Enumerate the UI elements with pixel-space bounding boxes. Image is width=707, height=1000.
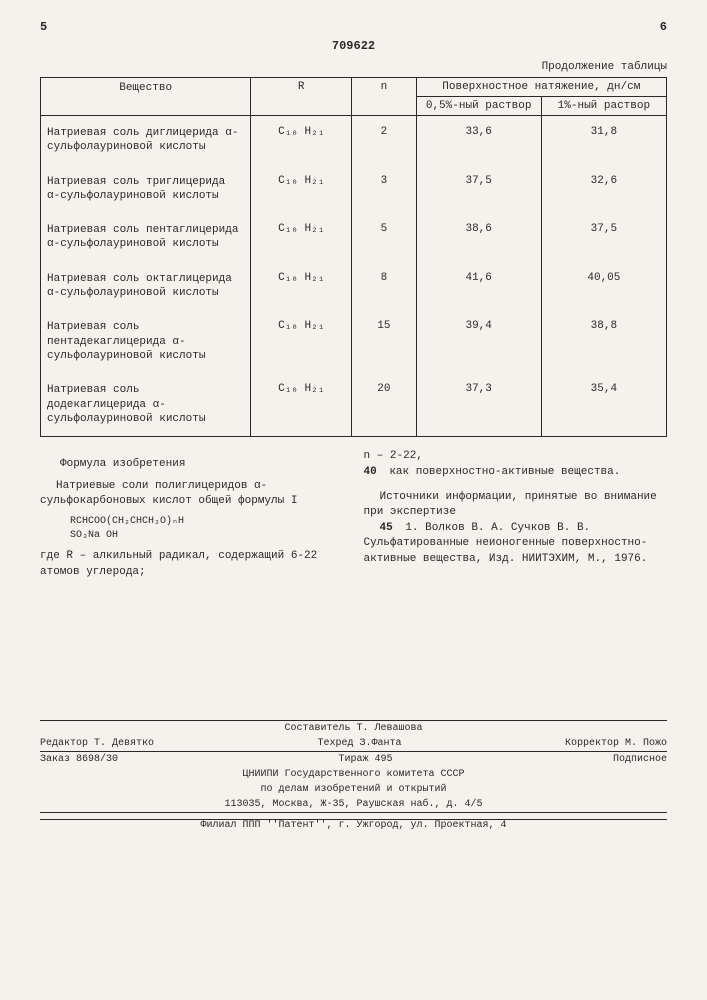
- formula-para: Натриевые соли полиглицеридов α-сульфока…: [40, 479, 344, 510]
- table-caption: Продолжение таблицы: [40, 61, 667, 73]
- cell-r: C₁₀ H₂₁: [251, 116, 352, 165]
- cell-r: C₁₀ H₂₁: [251, 213, 352, 262]
- cell-v2: 37,5: [541, 213, 666, 262]
- compiler: Составитель Т. Левашова: [40, 721, 667, 736]
- order: Заказ 8698/30: [40, 754, 118, 765]
- formula-title: Формула изобретения: [60, 457, 344, 472]
- cell-substance: Натриевая соль октаглицерида α-сульфолау…: [41, 262, 251, 311]
- cell-v1: 33,6: [416, 116, 541, 165]
- cell-v2: 38,8: [541, 310, 666, 373]
- table-row: Натриевая соль триглицерида α-сульфолаур…: [41, 165, 667, 214]
- table-body: Натриевая соль диглицерида α-сульфолаури…: [41, 116, 667, 437]
- cell-v1: 41,6: [416, 262, 541, 311]
- page-right: 6: [660, 20, 667, 34]
- th-substance: Вещество: [41, 78, 251, 116]
- page-numbers: 5 6: [40, 20, 667, 34]
- cell-substance: Натриевая соль пентаглицерида α-сульфола…: [41, 213, 251, 262]
- formula-line-1: RCHCOO(CH₂CHCH₂O)ₙH: [70, 515, 344, 529]
- cell-substance: Натриевая соль триглицерида α-сульфолаур…: [41, 165, 251, 214]
- cell-substance: Натриевая соль додекаглицерида α-сульфол…: [41, 373, 251, 436]
- where-clause: где R – алкильный радикал, содержащий 6-…: [40, 549, 344, 580]
- data-table: Вещество R n Поверхностное натяжение, дн…: [40, 77, 667, 437]
- editor: Редактор Т. Девятко: [40, 738, 154, 749]
- cell-v2: 32,6: [541, 165, 666, 214]
- th-05: 0,5%-ный раствор: [416, 97, 541, 116]
- th-1: 1%-ный раствор: [541, 97, 666, 116]
- table-row: Натриевая соль октаглицерида α-сульфолау…: [41, 262, 667, 311]
- line-num-40: 40: [364, 466, 377, 478]
- cell-v1: 38,6: [416, 213, 541, 262]
- source-1: 1. Волков В. А. Сучков В. В. Сульфатиров…: [364, 522, 648, 565]
- cell-n: 5: [352, 213, 416, 262]
- patent-number: 709622: [40, 39, 667, 53]
- n-range: n – 2-22,: [364, 450, 423, 462]
- footer-block: Составитель Т. Левашова Редактор Т. Девя…: [40, 720, 667, 813]
- line-num-45: 45: [380, 522, 393, 534]
- cell-n: 3: [352, 165, 416, 214]
- cell-v2: 31,8: [541, 116, 666, 165]
- cell-r: C₁₀ H₂₁: [251, 262, 352, 311]
- org-1: ЦНИИПИ Государственного комитета СССР: [40, 767, 667, 782]
- subscript: Подписное: [613, 754, 667, 765]
- techred: Техред З.Фанта: [317, 738, 401, 749]
- sources-title: Источники информации, принятые во вниман…: [364, 490, 668, 521]
- org-2: по делам изобретений и открытий: [40, 782, 667, 797]
- th-tension-group: Поверхностное натяжение, дн/см: [416, 78, 666, 97]
- address: 113035, Москва, Ж-35, Раушская наб., д. …: [40, 797, 667, 812]
- cell-v2: 35,4: [541, 373, 666, 436]
- cell-v2: 40,05: [541, 262, 666, 311]
- cell-v1: 39,4: [416, 310, 541, 373]
- as-surfactants: как поверхностно-активные вещества.: [389, 466, 620, 478]
- cell-n: 8: [352, 262, 416, 311]
- branch: Филиал ППП ''Патент'', г. Ужгород, ул. П…: [40, 819, 667, 831]
- th-r: R: [251, 78, 352, 116]
- cell-substance: Натриевая соль диглицерида α-сульфолаури…: [41, 116, 251, 165]
- cell-n: 20: [352, 373, 416, 436]
- text-columns: Формула изобретения Натриевые соли полиг…: [40, 449, 667, 580]
- cell-n: 2: [352, 116, 416, 165]
- cell-r: C₁₀ H₂₁: [251, 165, 352, 214]
- chemical-formula: RCHCOO(CH₂CHCH₂O)ₙH SO₃Na OH: [70, 515, 344, 543]
- tirage: Тираж 495: [338, 754, 392, 765]
- table-row: Натриевая соль пентаглицерида α-сульфола…: [41, 213, 667, 262]
- table-row: Натриевая соль диглицерида α-сульфолаури…: [41, 116, 667, 165]
- table-row: Натриевая соль додекаглицерида α-сульфол…: [41, 373, 667, 436]
- cell-v1: 37,3: [416, 373, 541, 436]
- th-n: n: [352, 78, 416, 116]
- right-column: n – 2-22, 40 как поверхностно-активные в…: [364, 449, 668, 580]
- left-column: Формула изобретения Натриевые соли полиг…: [40, 449, 344, 580]
- cell-n: 15: [352, 310, 416, 373]
- corrector: Корректор М. Пожо: [565, 738, 667, 749]
- page-left: 5: [40, 20, 47, 34]
- table-row: Натриевая соль пентадекаглицерида α-суль…: [41, 310, 667, 373]
- cell-r: C₁₀ H₂₁: [251, 373, 352, 436]
- formula-line-2: SO₃Na OH: [70, 529, 344, 543]
- cell-v1: 37,5: [416, 165, 541, 214]
- cell-r: C₁₀ H₂₁: [251, 310, 352, 373]
- cell-substance: Натриевая соль пентадекаглицерида α-суль…: [41, 310, 251, 373]
